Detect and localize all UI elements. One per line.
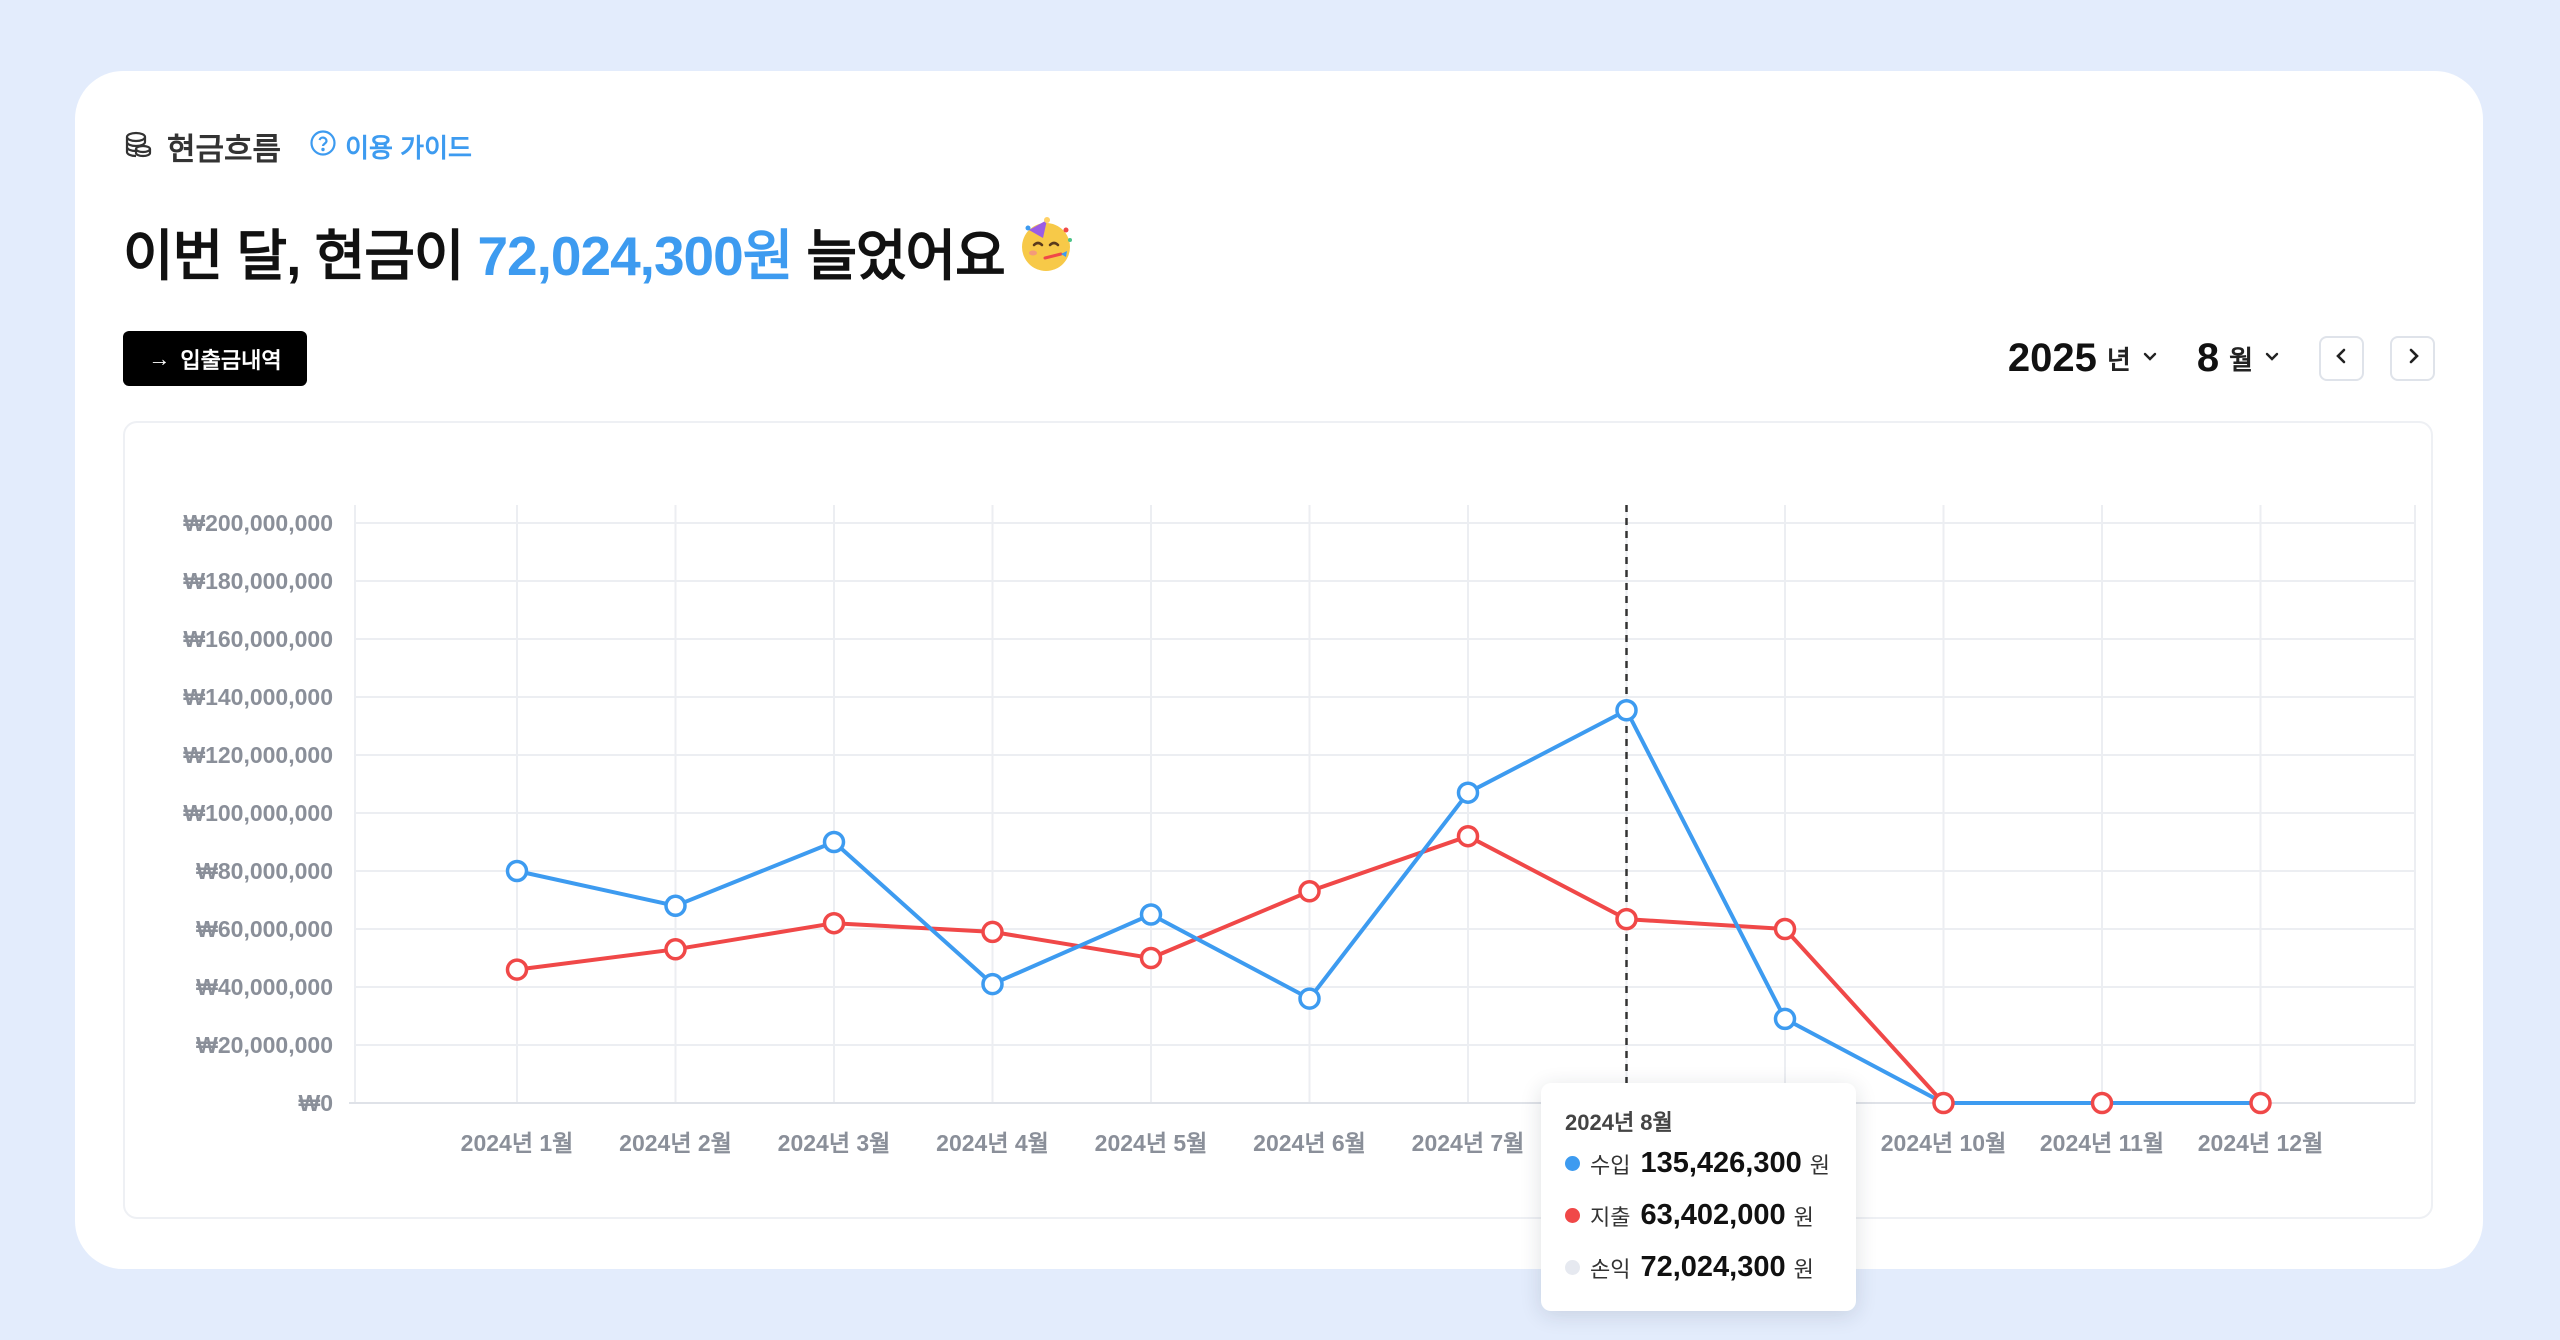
section-title: 현금흐름 (167, 131, 282, 167)
line-chart-svg: ₩0 ₩20,000,000 ₩40,000,000 ₩60,000,000 ₩80,0… (183, 505, 2416, 1156)
y-tick-label: ₩100,000,000 (183, 800, 333, 826)
headline-amount: 72,024,300원 (477, 225, 793, 287)
data-point (2090, 1091, 2114, 1115)
year-unit: 년 (2106, 345, 2131, 375)
series-line-zero (1784, 1017, 2261, 1105)
x-tick-label: 2024년 3월 (778, 1130, 891, 1156)
data-point (981, 972, 1004, 996)
y-tick-label: ₩160,000,000 (183, 626, 333, 652)
chevron-down-icon (2141, 347, 2159, 370)
data-point (505, 859, 529, 883)
chevron-right-icon (2404, 347, 2422, 370)
x-tick-label: 2024년 10월 (1881, 1130, 2006, 1156)
section-header: 현금흐름 이용 가이드 (123, 126, 472, 167)
cashflow-card: 현금흐름 이용 가이드 이번 달, 현금이 72,024,300원 늘었어요 (75, 71, 2483, 1311)
month-select[interactable]: 8 월 (2197, 336, 2281, 381)
arrow-right-icon: → (148, 345, 171, 371)
data-point (1456, 824, 1480, 848)
transactions-button-label: 입출금내역 (180, 347, 282, 373)
cashflow-chart: ₩0 ₩20,000,000 ₩40,000,000 ₩60,000,000 ₩80,0… (123, 421, 2433, 1311)
year-value: 2025 (2007, 336, 2097, 380)
x-tick-label: 2024년 5월 (1095, 1130, 1208, 1156)
x-tick-label: 2024년 2월 (619, 1130, 732, 1156)
tooltip-row-profit: 손익 72,024,300 원 (1565, 1251, 1814, 1284)
data-point (1615, 907, 1638, 931)
x-tick-label: 2024년 4월 (936, 1130, 1049, 1156)
data-point (1298, 987, 1321, 1010)
party-face-emoji (1017, 216, 1075, 287)
data-point (2249, 1091, 2272, 1115)
y-tick-label: ₩0 (299, 1090, 334, 1116)
tooltip-label: 손익 (1590, 1256, 1631, 1282)
year-select[interactable]: 2025 년 (2008, 336, 2159, 381)
data-point (664, 938, 687, 961)
series-line (516, 834, 2261, 1105)
page-title: 이번 달, 현금이 72,024,300원 늘었어요 (123, 211, 1075, 291)
data-point (1298, 880, 1321, 903)
data-point (981, 920, 1004, 944)
y-tick-label: ₩180,000,000 (183, 568, 333, 594)
y-tick-label: ₩120,000,000 (183, 742, 333, 768)
tooltip-row-income: 수입 135,426,300 원 (1565, 1147, 1830, 1180)
headline-prefix: 이번 달, 현금이 (123, 225, 464, 287)
prev-month-button[interactable] (2319, 336, 2364, 381)
tooltip-value: 135,426,300 (1640, 1147, 1802, 1179)
chevron-left-icon (2333, 347, 2351, 370)
tooltip-unit: 원 (1793, 1256, 1814, 1282)
chart-tooltip: 2024년 8월 수입 135,426,300 원 지출 63,402,000 … (1541, 1083, 1856, 1311)
y-tick-label: ₩20,000,000 (196, 1032, 333, 1058)
x-tick-label: 2024년 12월 (2198, 1130, 2323, 1156)
data-point (1139, 903, 1163, 926)
y-tick-label: ₩200,000,000 (183, 510, 333, 536)
profit-dot (1565, 1260, 1580, 1275)
guide-label: 이용 가이드 (345, 132, 472, 163)
data-point (1773, 1007, 1797, 1031)
x-tick-label: 2024년 6월 (1253, 1130, 1366, 1156)
data-point (1615, 699, 1638, 722)
next-month-button[interactable] (2390, 336, 2435, 381)
data-point (1456, 781, 1480, 804)
tooltip-unit: 원 (1809, 1152, 1831, 1178)
tooltip-row-expense: 지출 63,402,000 원 (1565, 1199, 1814, 1232)
help-circle-icon (309, 129, 337, 164)
guide-link[interactable]: 이용 가이드 (309, 128, 472, 165)
tooltip-label: 지출 (1590, 1204, 1631, 1230)
period-selector: 2025 년 8 월 (2008, 331, 2435, 386)
x-tick-label: 2024년 7월 (1412, 1130, 1525, 1156)
tooltip-title: 2024년 8월 (1565, 1110, 1673, 1135)
x-tick-label: 2024년 1월 (461, 1130, 574, 1156)
tooltip-unit: 원 (1793, 1204, 1814, 1230)
chevron-down-icon (2263, 347, 2281, 370)
x-tick-label: 2024년 11월 (2040, 1130, 2164, 1156)
income-dot (1565, 1156, 1580, 1171)
y-tick-label: ₩60,000,000 (196, 916, 333, 942)
tooltip-value: 72,024,300 (1640, 1251, 1786, 1283)
data-point (822, 911, 846, 935)
month-value: 8 (2196, 336, 2220, 380)
transactions-button[interactable]: → 입출금내역 (123, 331, 307, 386)
tooltip-label: 수입 (1590, 1152, 1631, 1178)
y-tick-label: ₩140,000,000 (183, 684, 333, 710)
data-point (505, 958, 529, 981)
headline-suffix: 늘었어요 (806, 225, 1005, 287)
data-point (1773, 917, 1797, 941)
data-point (664, 894, 687, 918)
data-point (1139, 946, 1163, 970)
expense-dot (1565, 1208, 1580, 1223)
coins-icon (123, 129, 153, 164)
month-unit: 월 (2229, 345, 2253, 375)
y-tick-label: ₩80,000,000 (196, 858, 333, 884)
y-tick-label: ₩40,000,000 (196, 974, 333, 1000)
tooltip-value: 63,402,000 (1640, 1199, 1786, 1231)
data-point (822, 830, 846, 854)
data-point (1932, 1091, 1955, 1115)
